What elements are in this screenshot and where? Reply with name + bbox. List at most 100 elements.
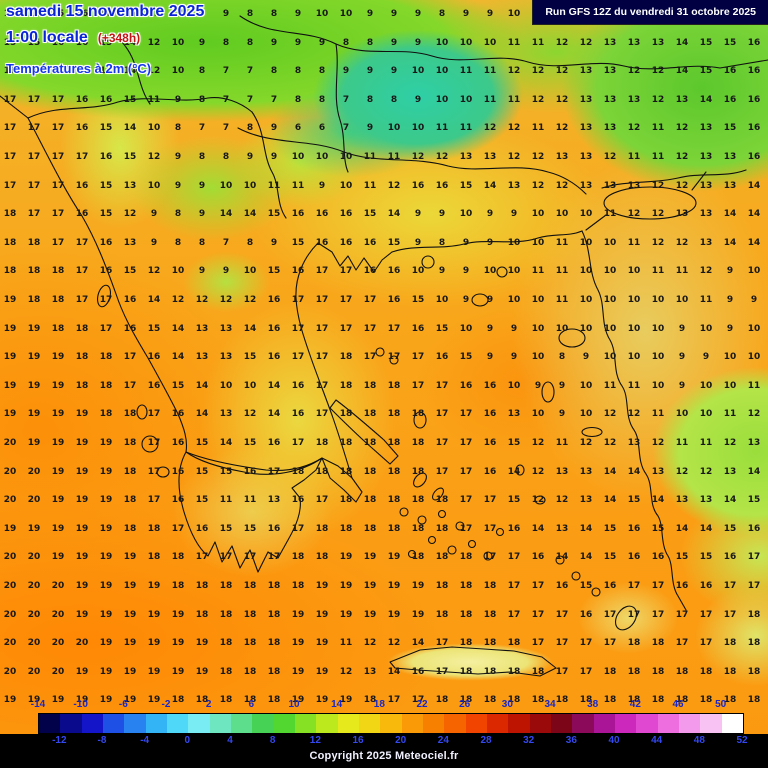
scale-label: 14 [331,699,343,710]
temp-value: 16 [123,295,137,305]
temp-value: 18 [723,695,737,706]
border-line [0,95,29,119]
scale-label: 30 [501,699,513,710]
temp-value: 11 [675,438,689,448]
temp-value: 17 [3,94,17,105]
temp-value: 18 [99,380,113,391]
temp-value: 18 [243,695,257,706]
temp-value: 12 [555,94,569,105]
temp-value: 11 [747,380,761,391]
temp-value: 9 [414,237,422,248]
temp-value: 10 [747,323,761,334]
temp-value: 9 [486,209,494,220]
temp-value: 10 [699,323,713,334]
temp-value: 9 [222,9,230,19]
temp-value: 18 [507,695,521,706]
temp-value: 18 [27,266,41,277]
temp-value: 17 [315,352,329,363]
temp-value: 17 [291,323,305,334]
temp-value: 12 [531,94,545,105]
temp-value: 10 [339,9,353,19]
temp-value: 9 [438,209,446,220]
dardanelles-strait [585,214,607,231]
temp-value: 9 [318,37,326,48]
temp-value: 16 [651,552,665,563]
temp-value: 18 [747,666,761,677]
temp-value: 12 [675,152,689,162]
temp-value: 16 [99,266,113,277]
coastline-peloponnese [178,451,323,573]
temp-value: 19 [147,695,161,706]
scale-label: 42 [629,699,641,710]
temp-value: 17 [315,380,329,391]
temp-value: 16 [483,466,497,477]
temp-value: 16 [291,380,305,391]
temp-value: 10 [171,66,185,77]
temp-value: 18 [435,695,449,706]
temp-value: 9 [390,37,398,48]
temp-value: 13 [483,152,497,162]
temp-value: 19 [411,581,425,591]
temp-value: 20 [3,609,17,620]
temp-value: 13 [555,466,569,477]
copyright-text: Copyright 2025 Meteociel.fr [309,750,459,762]
temp-value: 18 [483,638,497,649]
variable-label: Températures à 2m (°C) [6,61,152,76]
temp-value: 11 [651,409,665,420]
temp-value: 18 [411,523,425,534]
temp-value: 18 [219,609,233,620]
temp-value: 18 [171,552,185,563]
temp-value: 19 [363,609,377,620]
scale-label: 32 [523,735,535,746]
temp-value: 9 [486,352,494,363]
temp-value: 17 [579,638,593,649]
temp-value: 19 [147,609,161,620]
temp-value: 19 [3,323,17,334]
temp-value: 14 [579,552,593,563]
temp-value: 17 [531,609,545,620]
temp-value: 16 [75,37,89,48]
temp-value: 9 [270,152,278,162]
temp-value: 9 [462,9,470,19]
temp-value: 15 [195,466,209,477]
temp-value: 10 [147,123,161,134]
temp-value: 10 [603,295,617,305]
temp-value: 13 [699,180,713,191]
temp-value: 10 [627,352,641,363]
temp-value: 17 [459,495,473,506]
temp-value: 17 [555,666,569,677]
temp-value: 16 [363,237,377,248]
temp-value: 7 [270,94,278,105]
temp-value: 9 [318,180,326,191]
temp-value: 18 [267,581,281,591]
temp-value: 17 [459,438,473,448]
scale-cell [166,714,189,733]
scale-label: 12 [309,735,321,746]
river-line [237,127,587,195]
temp-value: 19 [123,638,137,649]
scale-label: 28 [480,735,492,746]
temp-value: 17 [531,638,545,649]
temp-value: 14 [747,237,761,248]
temp-value: 12 [699,466,713,477]
temp-value: 16 [315,209,329,220]
temp-value: 12 [387,638,401,649]
temp-value: 12 [675,123,689,134]
temp-value: 19 [147,638,161,649]
temp-value: 12 [699,266,713,277]
temp-value: 10 [531,352,545,363]
temp-value: 15 [219,523,233,534]
temp-value: 8 [174,237,182,248]
temp-value: 12 [555,180,569,191]
temp-value: 10 [483,266,497,277]
coastline [601,169,747,189]
temp-value: 18 [363,438,377,448]
temp-value: 9 [438,266,446,277]
temp-value: 17 [51,94,65,105]
temp-value: 18 [51,295,65,305]
temp-value: 10 [243,180,257,191]
temp-value: 16 [387,266,401,277]
temp-value: 17 [411,695,425,706]
temp-value: 17 [459,409,473,420]
